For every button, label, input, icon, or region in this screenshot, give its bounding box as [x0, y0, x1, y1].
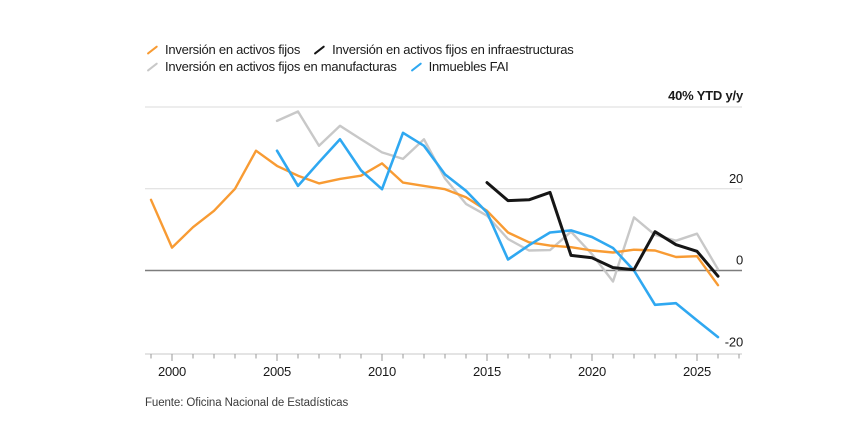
chart-legend: Inversión en activos fijos Inversión en a… [145, 41, 805, 75]
y-axis-label: 0 [736, 253, 743, 268]
x-axis-year-label: 2010 [368, 364, 396, 379]
series-line-inversi-n-en-activos-fijos [149, 149, 720, 287]
series-line-inmuebles-fai [275, 131, 720, 339]
x-axis-year-label: 2000 [158, 364, 186, 379]
chart-generated-layer: 20 0 -20 2000 2005 2010 2015 2020 2025 [145, 106, 743, 379]
legend-row-1: Inversión en activos fijos Inversión en a… [145, 41, 805, 58]
series-line-inversi-n-en-activos-fijos-en-manufacturas [275, 110, 720, 283]
source-note: Fuente: Oficina Nacional de Estadísticas [145, 397, 349, 409]
legend-item-label: Inversión en activos fijos [165, 42, 301, 57]
legend-item: Inversión en activos fijos en infraestru… [312, 41, 574, 58]
y-axis-label: 20 [729, 171, 743, 186]
legend-item-label: Inmuebles FAI [428, 59, 509, 74]
y-axis-unit-label: 40% YTD y/y [668, 88, 744, 103]
y-axis-label: -20 [725, 334, 743, 349]
x-axis-year-label: 2005 [263, 364, 291, 379]
legend-item: Inversión en activos fijos [145, 41, 300, 58]
x-axis-year-label: 2020 [578, 364, 606, 379]
legend-item: Inmuebles FAI [409, 58, 509, 75]
x-axis-year-label: 2025 [683, 364, 711, 379]
legend-row-2: Inversión en activos fijos en manufactur… [145, 58, 805, 75]
legend-item: Inversión en activos fijos en manufactur… [145, 58, 397, 75]
legend-item-label: Inversión en activos fijos en infraestru… [332, 42, 574, 57]
series-line-inversi-n-en-activos-fijos-en-infraestructuras [485, 181, 720, 278]
legend-item-label: Inversión en activos fijos en manufactur… [165, 59, 397, 74]
x-axis-year-label: 2015 [473, 364, 501, 379]
